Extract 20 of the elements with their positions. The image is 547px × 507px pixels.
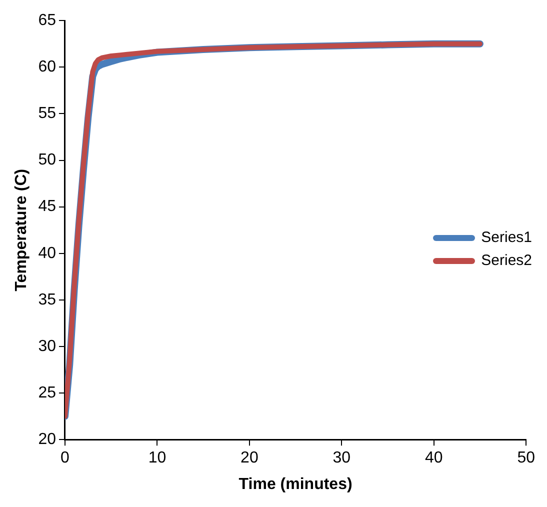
y-tick-label: 45 bbox=[38, 198, 56, 216]
x-tick-label: 40 bbox=[424, 450, 443, 467]
y-tick-label: 50 bbox=[38, 152, 56, 169]
y-axis-title: Temperature (C) bbox=[13, 168, 30, 292]
x-tick-label: 10 bbox=[148, 450, 166, 467]
x-tick-label: 0 bbox=[60, 450, 70, 467]
y-tick-label: 55 bbox=[38, 105, 56, 122]
legend-label: Series1 bbox=[481, 229, 532, 246]
legend-label: Series2 bbox=[481, 252, 532, 269]
y-tick-label: 65 bbox=[38, 12, 56, 30]
x-tick-label: 50 bbox=[517, 450, 536, 467]
x-tick-label: 20 bbox=[240, 450, 258, 467]
y-tick-label: 20 bbox=[38, 431, 56, 448]
y-tick-label: 35 bbox=[38, 291, 56, 308]
x-tick-label: 30 bbox=[332, 450, 351, 467]
y-tick-label: 60 bbox=[38, 58, 56, 76]
x-axis-title: Time (minutes) bbox=[238, 476, 352, 493]
y-tick-label: 30 bbox=[38, 338, 56, 355]
y-tick-label: 25 bbox=[38, 384, 56, 402]
y-tick-label: 40 bbox=[38, 244, 56, 262]
